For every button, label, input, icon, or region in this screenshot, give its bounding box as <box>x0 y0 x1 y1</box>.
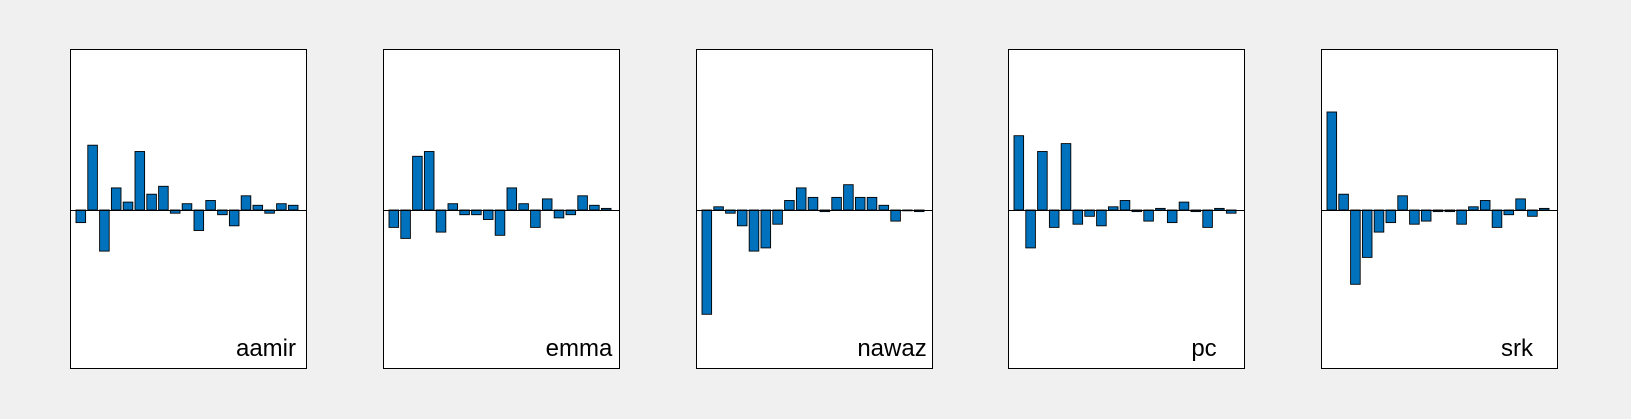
bar <box>854 196 866 211</box>
bar <box>1338 193 1349 211</box>
bar <box>1468 206 1479 211</box>
bar <box>388 209 400 228</box>
bar <box>878 204 890 211</box>
bar <box>1538 207 1550 211</box>
bar <box>276 203 287 211</box>
bar <box>760 209 772 249</box>
bar <box>1350 209 1361 285</box>
bar <box>1385 209 1397 224</box>
chart-panel-nawaz: nawaz <box>696 49 933 369</box>
bar <box>110 187 122 211</box>
bar <box>795 187 807 211</box>
bar <box>1072 209 1084 225</box>
bar <box>482 209 494 220</box>
bar <box>1420 209 1432 222</box>
bar <box>240 195 252 211</box>
bar <box>1178 201 1190 211</box>
bar <box>181 203 193 211</box>
panel-label: emma <box>546 335 613 362</box>
bar <box>494 209 506 236</box>
bar <box>1479 200 1491 211</box>
bar <box>736 209 748 227</box>
bar <box>748 209 760 252</box>
bar <box>158 185 169 211</box>
bar <box>831 196 842 211</box>
bar <box>1515 198 1526 211</box>
bar <box>146 193 157 211</box>
bar <box>807 196 819 211</box>
bar <box>1107 206 1119 211</box>
panel-label: srk <box>1501 335 1534 362</box>
bar <box>1326 111 1338 211</box>
bar <box>541 198 553 211</box>
bar <box>423 151 435 211</box>
bar <box>784 200 795 211</box>
bar <box>600 207 612 211</box>
bar <box>553 209 565 219</box>
bar <box>75 209 87 224</box>
bar <box>890 209 901 222</box>
bar <box>228 209 240 227</box>
chart-panel-pc: pc <box>1008 49 1245 369</box>
bar <box>1409 209 1420 225</box>
bar <box>1048 209 1060 228</box>
bar <box>287 204 299 211</box>
bar <box>506 187 518 211</box>
bar <box>577 195 588 211</box>
bar <box>1361 209 1373 258</box>
bar <box>701 209 713 315</box>
chart-panel-emma: emma <box>383 49 620 369</box>
bar <box>1397 195 1408 211</box>
bar <box>122 201 134 211</box>
bar <box>1166 209 1178 224</box>
panel-label: pc <box>1191 335 1216 362</box>
panel-label: nawaz <box>857 335 926 362</box>
bar <box>1143 209 1154 222</box>
chart-panel-srk: srk <box>1321 49 1558 369</box>
bar <box>1456 209 1467 225</box>
bar <box>252 204 264 211</box>
bar <box>866 196 878 211</box>
chart-panel-aamir: aamir <box>70 49 307 369</box>
bar <box>134 151 146 211</box>
bar <box>772 209 783 225</box>
bar <box>87 144 98 211</box>
bar <box>1491 209 1503 228</box>
bar <box>447 203 459 211</box>
bar <box>1119 200 1131 211</box>
bar <box>1013 135 1025 211</box>
bar <box>589 204 600 211</box>
bar <box>1060 143 1072 211</box>
bar <box>99 209 110 252</box>
bar <box>1155 207 1166 211</box>
bar <box>400 209 411 239</box>
bar <box>193 209 205 231</box>
bar <box>412 155 423 211</box>
bar <box>435 209 447 233</box>
bar <box>1214 207 1225 211</box>
bar <box>518 203 529 211</box>
bar <box>1037 151 1048 211</box>
bar <box>713 206 724 211</box>
bar <box>205 200 216 211</box>
bar <box>530 209 541 228</box>
bar <box>843 184 854 211</box>
bar <box>1096 209 1107 227</box>
bar <box>1025 209 1036 249</box>
bar <box>1373 209 1385 233</box>
panel-label: aamir <box>236 335 296 362</box>
bar <box>1202 209 1213 228</box>
